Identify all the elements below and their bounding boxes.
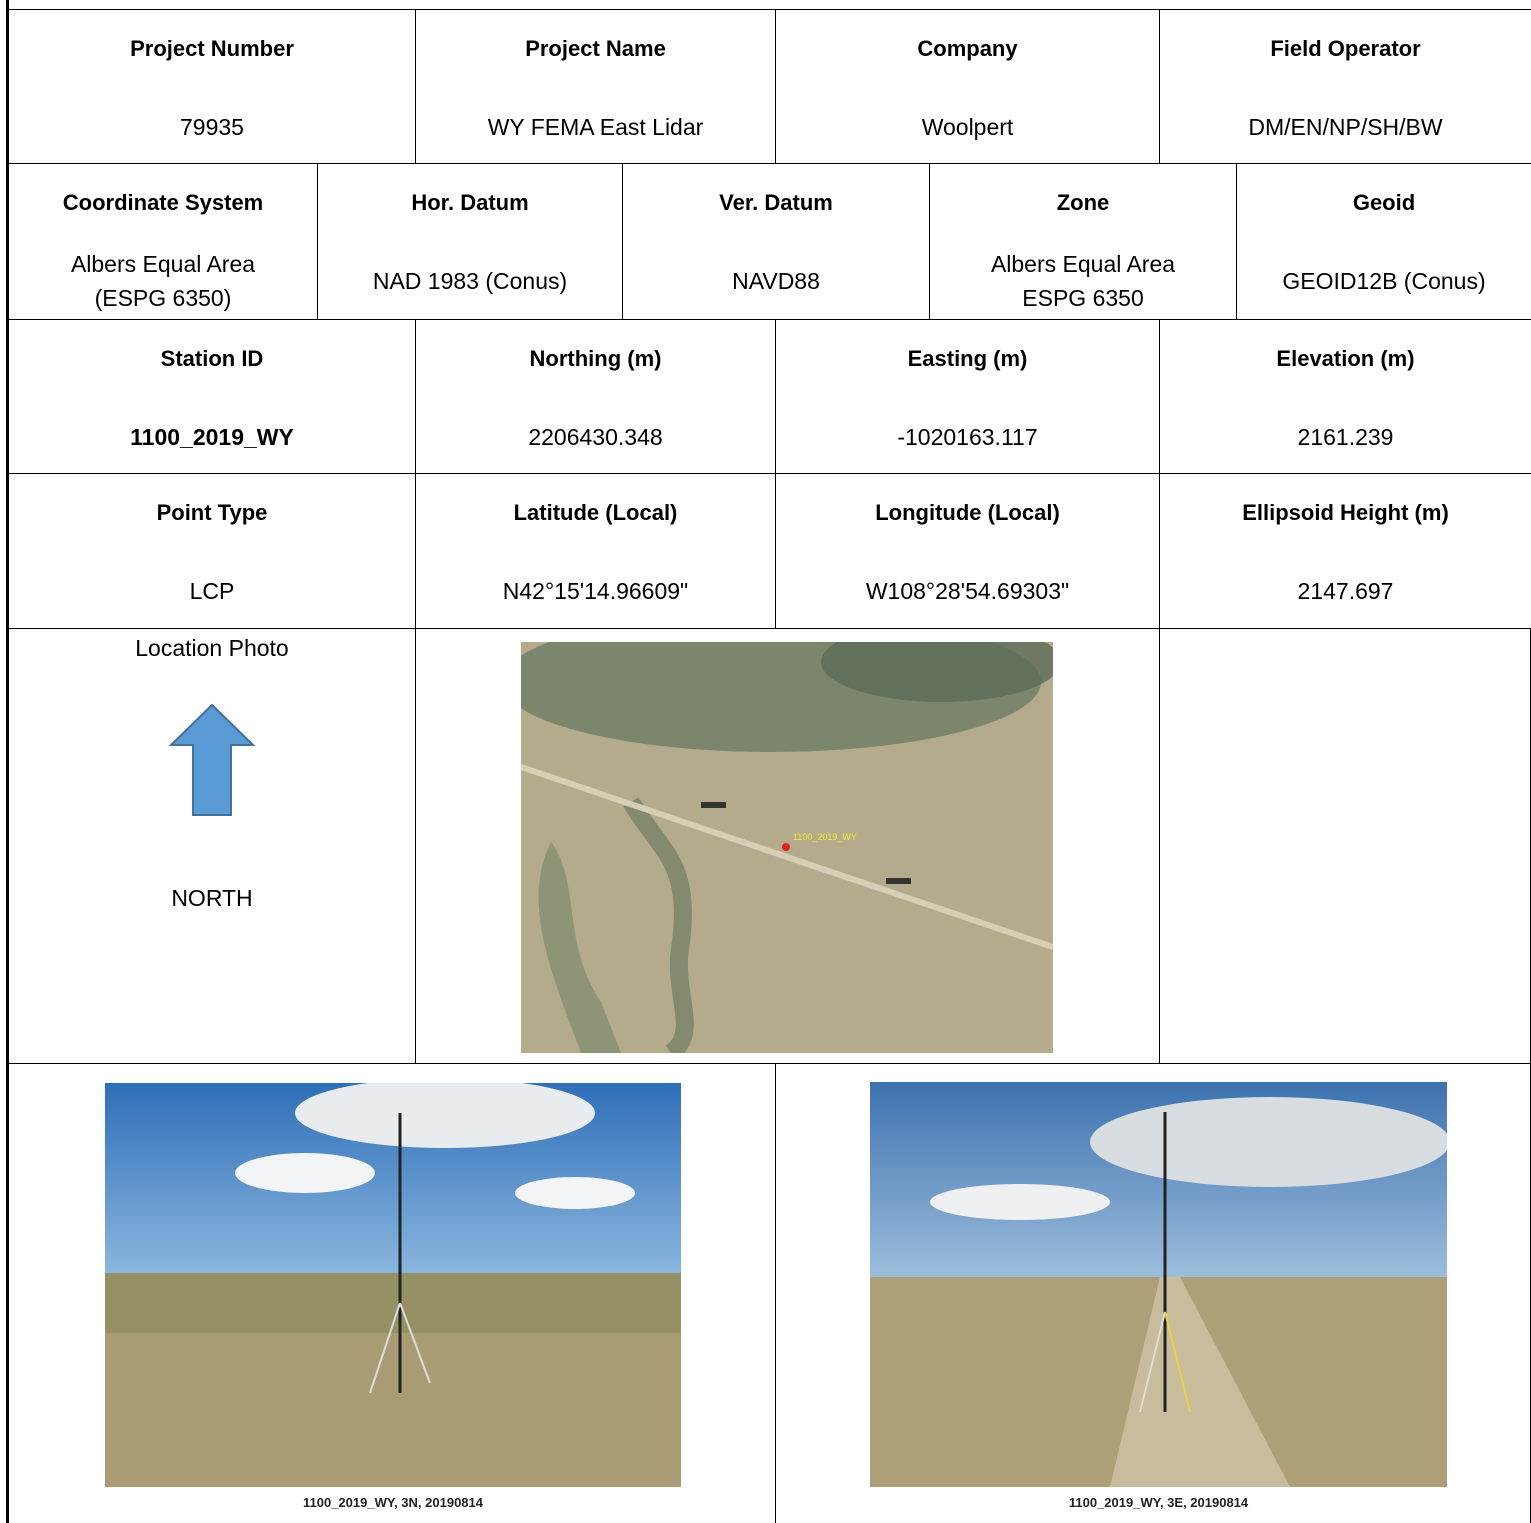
photo-cell: 1100_2019_WY, 3E, 20190814 (776, 1063, 1531, 1523)
field-label: Northing (m) (529, 346, 662, 371)
field-value: -1020163.117 (897, 424, 1038, 450)
field-value: WY FEMA East Lidar (487, 114, 704, 140)
field-label: Elevation (m) (1276, 346, 1415, 371)
table-cell: Hor. Datum NAD 1983 (Conus) (318, 164, 623, 320)
field-label: Point Type (156, 500, 268, 525)
left-border (6, 0, 9, 1523)
table-cell: Field Operator DM/EN/NP/SH/BW (1160, 10, 1531, 164)
table-cell: Project Number 79935 (9, 10, 416, 164)
table-cell: Station ID 1100_2019_WY (9, 320, 416, 474)
site-photo (870, 1082, 1447, 1487)
table-cell: Longitude (Local) W108°28'54.69303" (776, 474, 1160, 629)
field-value: 2147.697 (1297, 578, 1394, 604)
photo-caption: 1100_2019_WY, 3E, 20190814 (1068, 1495, 1249, 1510)
aerial-map: 1100_2019_WY (521, 642, 1053, 1053)
field-value: DM/EN/NP/SH/BW (1248, 114, 1443, 140)
field-label: Hor. Datum (411, 190, 529, 215)
field-value: 79935 (180, 114, 244, 140)
table-cell: Easting (m) -1020163.117 (776, 320, 1160, 474)
field-label: Field Operator (1270, 36, 1421, 61)
field-value: 1100_2019_WY (130, 424, 294, 450)
field-label: Station ID (160, 346, 264, 371)
field-value: LCP (189, 578, 235, 604)
field-value: Woolpert (921, 114, 1014, 140)
field-label: Longitude (Local) (875, 500, 1060, 525)
field-value: Albers Equal Area (ESPG 6350) (70, 251, 256, 311)
table-cell: Zone Albers Equal Area ESPG 6350 (930, 164, 1237, 320)
table-cell: Northing (m) 2206430.348 (416, 320, 776, 474)
table-cell: Geoid GEOID12B (Conus) (1237, 164, 1531, 320)
field-label: Company (917, 36, 1018, 61)
map-marker-label: 1100_2019_WY (793, 832, 857, 842)
location-cell: Location Photo NORTH (9, 629, 416, 1064)
field-value: GEOID12B (Conus) (1282, 268, 1486, 294)
field-label: Latitude (Local) (513, 500, 678, 525)
location-label: Location Photo (135, 635, 289, 661)
field-label: Ver. Datum (719, 190, 833, 215)
table-cell: Elevation (m) 2161.239 (1160, 320, 1531, 474)
table-cell: Latitude (Local) N42°15'14.96609" (416, 474, 776, 629)
field-label: Project Number (130, 36, 294, 61)
map-cell: 1100_2019_WY (416, 629, 1160, 1064)
table-cell: Coordinate System Albers Equal Area (ESPG… (9, 164, 318, 320)
photo-cell: 1100_2019_WY, 3N, 20190814 (9, 1063, 776, 1523)
table-cell: Project Name WY FEMA East Lidar (416, 10, 776, 164)
field-value: Albers Equal Area ESPG 6350 (990, 251, 1176, 311)
photo-caption: 1100_2019_WY, 3N, 20190814 (303, 1495, 483, 1510)
field-value: NAD 1983 (Conus) (372, 268, 568, 294)
field-label: Ellipsoid Height (m) (1242, 500, 1449, 525)
field-value: 2206430.348 (528, 424, 663, 450)
top-border (6, 9, 1531, 10)
field-value: N42°15'14.96609" (502, 578, 689, 604)
field-label: Easting (m) (907, 346, 1028, 371)
field-label: Project Name (525, 36, 666, 61)
field-label: Coordinate System (62, 190, 264, 215)
field-value: 2161.239 (1297, 424, 1394, 450)
field-label: Geoid (1352, 190, 1416, 215)
table-cell: Point Type LCP (9, 474, 416, 629)
field-value: NAVD88 (732, 268, 820, 294)
north-arrow (168, 703, 256, 816)
table-cell: Ver. Datum NAVD88 (623, 164, 930, 320)
site-photo (105, 1083, 681, 1487)
direction-label: NORTH (171, 885, 253, 911)
empty-cell (1160, 629, 1531, 1064)
table-cell: Ellipsoid Height (m) 2147.697 (1160, 474, 1531, 629)
field-value: W108°28'54.69303" (865, 578, 1070, 604)
field-label: Zone (1056, 190, 1110, 215)
table-cell: Company Woolpert (776, 10, 1160, 164)
